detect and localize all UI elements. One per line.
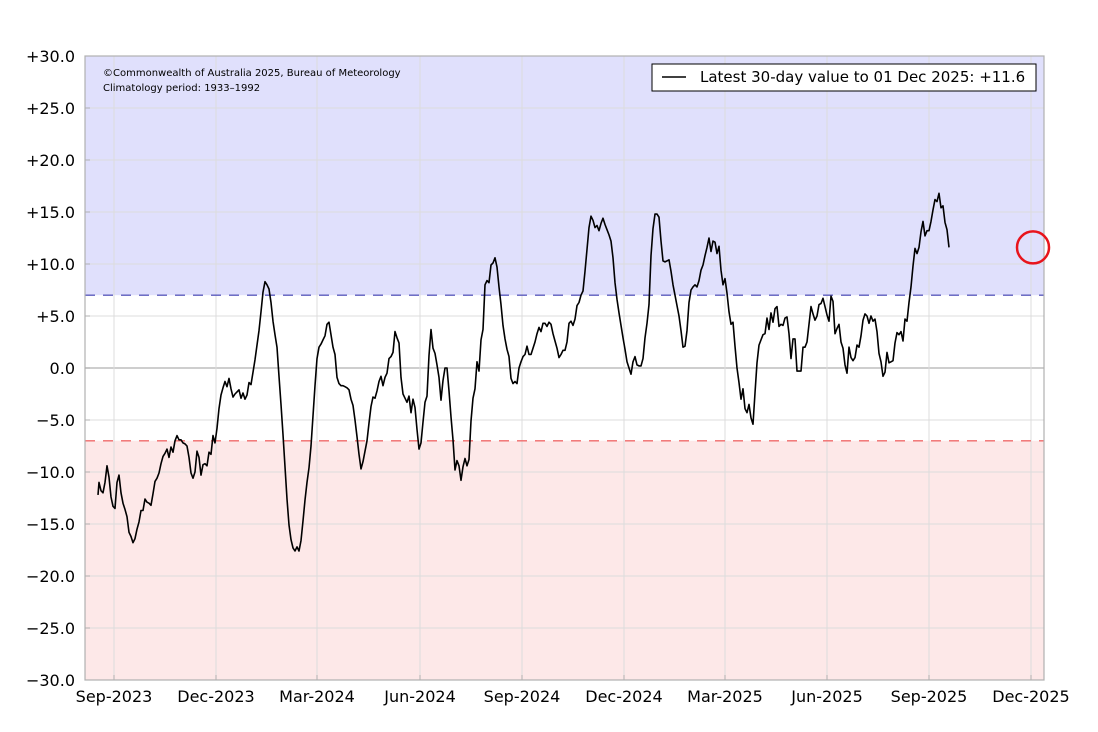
x-tick-label: Jun-2025 [790,687,863,706]
x-tick-label: Dec-2023 [177,687,254,706]
y-tick-label: −10.0 [26,463,75,482]
climatology-period-text: Climatology period: 1933–1992 [103,83,260,94]
x-tick-label: Mar-2024 [279,687,355,706]
x-tick-label: Dec-2025 [992,687,1069,706]
threshold-lines [85,294,1044,442]
legend-box [651,63,1037,92]
y-tick-label: −5.0 [36,411,75,430]
latest-value-marker-icon [1015,230,1051,265]
x-tick-label: Dec-2024 [585,687,662,706]
copyright-text: ©Commonwealth of Australia 2025, Bureau … [103,68,401,79]
grid-lines [85,55,1044,681]
below-threshold-band [85,440,1044,680]
legend: Latest 30-day value to 01 Dec 2025: +11.… [651,63,1037,92]
y-tick-label: −25.0 [26,619,75,638]
soi-line-series [97,192,950,552]
y-tick-label: +25.0 [26,99,75,118]
y-tick-label: +10.0 [26,255,75,274]
above-threshold-band [85,56,1044,296]
threshold-bands [85,56,1044,680]
x-axis-ticks: Sep-2023 Dec-2023 Mar-2024 Jun-2024 Sep-2024… [76,675,1070,706]
x-tick-label: Jun-2024 [383,687,456,706]
x-tick-label: Sep-2025 [891,687,968,706]
legend-label: Latest 30-day value to 01 Dec 2025: +11.… [700,68,1025,86]
x-tick-label: Sep-2024 [484,687,561,706]
y-tick-label: −30.0 [26,671,75,690]
y-tick-label: +20.0 [26,151,75,170]
soi-line [97,192,950,552]
y-tick-label: 0.0 [50,359,75,378]
y-tick-label: −15.0 [26,515,75,534]
x-tick-label: Mar-2025 [687,687,763,706]
x-tick-label: Sep-2023 [76,687,153,706]
y-tick-label: +30.0 [26,47,75,66]
y-axis-ticks: +30.0 +25.0 +20.0 +15.0 +10.0 +5.0 0.0 −5.0 −10.… [26,47,90,690]
y-tick-label: +5.0 [36,307,75,326]
y-tick-label: −20.0 [26,567,75,586]
y-tick-label: +15.0 [26,203,75,222]
copyright-annotation: ©Commonwealth of Australia 2025, Bureau … [103,68,401,94]
